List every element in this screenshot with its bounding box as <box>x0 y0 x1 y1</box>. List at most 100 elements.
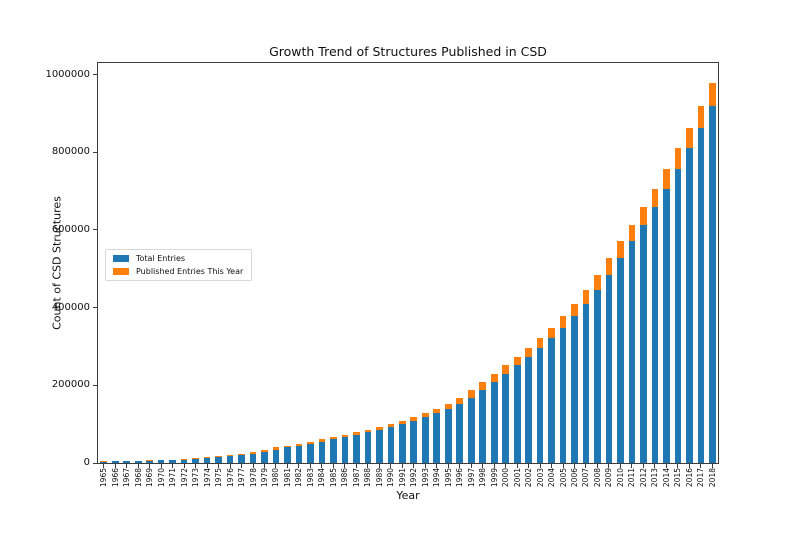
x-tick-label: 1973 <box>191 468 201 488</box>
chart-title: Growth Trend of Structures Published in … <box>269 44 547 59</box>
bar-column <box>638 63 649 463</box>
x-tick-label: 1981 <box>282 468 292 488</box>
x-tick-mark <box>218 464 220 468</box>
bar-column <box>397 63 408 463</box>
x-tick-mark <box>505 464 507 468</box>
bar-published-segment <box>203 457 211 459</box>
y-tick-mark <box>92 229 97 231</box>
x-tick-label: 1986 <box>340 468 350 488</box>
bar-published-segment <box>180 459 188 460</box>
x-tick-label: 2015 <box>673 468 683 488</box>
bar-total-segment <box>640 224 647 463</box>
x-tick-mark <box>321 464 323 468</box>
bar-series-container <box>98 63 718 463</box>
bar-column <box>316 63 327 463</box>
bar-column <box>557 63 568 463</box>
bar-published-segment <box>410 417 418 421</box>
x-tick-mark <box>298 464 300 468</box>
x-tick-mark <box>332 464 334 468</box>
bar-total-segment <box>295 445 303 463</box>
bar-published-segment <box>651 188 659 208</box>
bar-total-segment <box>387 427 395 463</box>
bar-total-segment <box>571 316 578 463</box>
bar-published-segment <box>261 449 268 452</box>
y-tick-mark <box>92 151 97 153</box>
bar-total-segment <box>100 461 108 463</box>
x-tick-label: 2010 <box>615 468 625 488</box>
x-tick-label: 2001 <box>512 468 522 488</box>
bar-published-segment <box>341 434 349 437</box>
y-tick-mark <box>92 74 97 76</box>
bar-published-segment <box>307 441 314 444</box>
x-tick-mark <box>436 464 438 468</box>
x-tick-label: 1983 <box>305 468 315 488</box>
x-tick-mark <box>470 464 472 468</box>
x-tick-label: 1977 <box>237 468 247 488</box>
bar-total-segment <box>525 357 532 463</box>
bar-total-segment <box>215 457 222 463</box>
x-tick-label: 1966 <box>110 468 120 488</box>
bar-column <box>511 63 522 463</box>
bar-column <box>155 63 166 463</box>
y-tick-mark <box>92 462 97 464</box>
bar-column <box>121 63 132 463</box>
y-tick-mark <box>92 384 97 386</box>
x-tick-label: 1994 <box>432 468 442 488</box>
x-tick-mark <box>355 464 357 468</box>
x-tick-label: 1999 <box>489 468 499 488</box>
x-tick-mark <box>539 464 541 468</box>
bar-published-segment <box>617 240 624 259</box>
bar-column <box>661 63 672 463</box>
bar-published-segment <box>421 413 429 418</box>
bar-column <box>178 63 189 463</box>
x-tick-label: 2002 <box>524 468 534 488</box>
x-tick-mark <box>700 464 702 468</box>
y-tick-mark <box>92 307 97 309</box>
bar-published-segment <box>582 289 590 304</box>
bar-total-segment <box>594 289 601 463</box>
bar-column <box>626 63 637 463</box>
bar-total-segment <box>513 365 521 463</box>
bar-column <box>672 63 683 463</box>
y-tick-label: 200000 <box>51 379 90 391</box>
bar-total-segment <box>341 436 349 463</box>
x-tick-label: 2013 <box>650 468 660 488</box>
y-tick-label: 800000 <box>51 146 90 158</box>
x-tick-label: 1982 <box>294 468 304 488</box>
x-tick-mark <box>114 464 116 468</box>
bar-total-segment <box>123 461 131 463</box>
bar-total-segment <box>467 397 475 463</box>
bar-published-segment <box>215 456 222 458</box>
x-tick-mark <box>367 464 369 468</box>
bar-column <box>534 63 545 463</box>
x-tick-label: 1998 <box>478 468 488 488</box>
bar-column <box>236 63 247 463</box>
bar-published-segment <box>628 224 636 241</box>
x-tick-mark <box>103 464 105 468</box>
bar-total-segment <box>617 258 624 463</box>
x-tick-label: 2014 <box>661 468 671 488</box>
legend-swatch <box>113 268 129 275</box>
bar-total-segment <box>605 274 613 463</box>
x-tick-mark <box>642 464 644 468</box>
bar-total-segment <box>651 207 659 463</box>
x-tick-label: 1995 <box>443 468 453 488</box>
bar-total-segment <box>536 348 544 463</box>
plot-area: Total Entries Published Entries This Year <box>97 62 719 464</box>
bar-total-segment <box>238 455 245 463</box>
bar-column <box>201 63 212 463</box>
x-tick-label: 1972 <box>179 468 189 488</box>
bar-published-segment <box>318 439 326 442</box>
bar-total-segment <box>697 127 705 463</box>
bar-column <box>592 63 603 463</box>
x-tick-label: 2008 <box>592 468 602 488</box>
bar-column <box>523 63 534 463</box>
bar-column <box>488 63 499 463</box>
bar-total-segment <box>146 460 153 463</box>
x-tick-mark <box>378 464 380 468</box>
x-tick-label: 1988 <box>363 468 373 488</box>
x-tick-label: 1967 <box>122 468 132 488</box>
x-tick-mark <box>528 464 530 468</box>
bar-total-segment <box>318 441 326 463</box>
bar-total-segment <box>421 417 429 463</box>
